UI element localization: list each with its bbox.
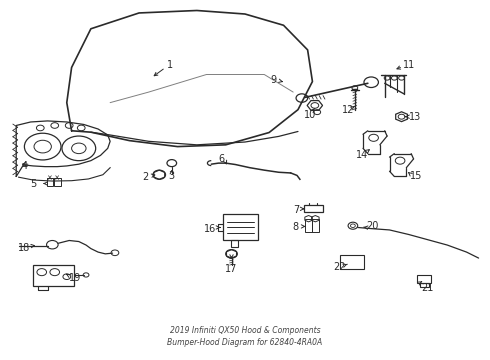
Text: 3: 3 <box>169 171 175 181</box>
Text: 16: 16 <box>204 224 217 234</box>
Bar <box>231 240 238 247</box>
Text: 5: 5 <box>30 179 36 189</box>
Bar <box>304 205 322 212</box>
Text: 17: 17 <box>225 264 238 274</box>
Bar <box>54 177 61 186</box>
Text: 4: 4 <box>22 161 27 171</box>
Bar <box>312 219 318 232</box>
Bar <box>420 283 429 287</box>
Text: 21: 21 <box>421 283 433 293</box>
Bar <box>417 275 431 283</box>
Text: 19: 19 <box>69 273 81 283</box>
Text: 6: 6 <box>219 154 225 164</box>
Bar <box>305 219 312 232</box>
Bar <box>341 255 365 269</box>
Text: 20: 20 <box>367 221 379 231</box>
Text: 13: 13 <box>409 112 421 122</box>
Text: 10: 10 <box>304 110 316 120</box>
Text: 12: 12 <box>342 105 354 115</box>
Bar <box>47 177 53 186</box>
Text: 2: 2 <box>143 172 149 182</box>
Bar <box>223 215 258 240</box>
Bar <box>33 265 74 285</box>
Text: 9: 9 <box>271 75 277 85</box>
Text: 14: 14 <box>356 150 368 160</box>
Text: 7: 7 <box>293 204 299 215</box>
Text: 18: 18 <box>18 243 30 252</box>
Text: 15: 15 <box>410 171 423 181</box>
Text: 8: 8 <box>293 222 298 233</box>
Text: 1: 1 <box>167 60 173 69</box>
Text: 2019 Infiniti QX50 Hood & Components
Bumper-Hood Diagram for 62840-4RA0A: 2019 Infiniti QX50 Hood & Components Bum… <box>168 326 322 347</box>
Text: 11: 11 <box>403 60 415 69</box>
Text: 22: 22 <box>333 262 345 272</box>
